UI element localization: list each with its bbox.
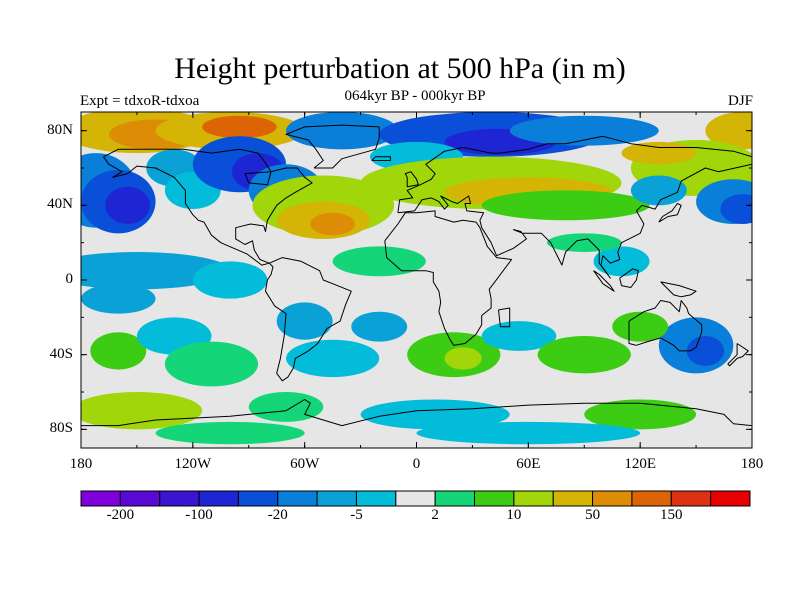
colorbar-box [198,490,239,507]
anomaly-region [705,112,752,150]
colorbar-box [474,490,515,507]
coastline [619,268,639,288]
coastline [628,300,703,352]
lon-label: 60W [290,456,320,472]
coastline [727,343,749,367]
anomaly-region [537,336,631,374]
anomaly-region [630,175,687,206]
anomaly-region [310,212,355,236]
coastline [265,257,352,382]
anomaly-region [546,233,622,253]
colorbar-label: 50 [585,507,601,523]
anomaly-region [164,341,259,387]
anomaly-region [481,190,650,221]
anomaly-region [360,399,510,430]
anomaly-region [202,115,277,139]
anomaly-region [192,261,268,299]
colorbar-box [355,490,397,507]
anomaly-region [593,246,650,277]
anomaly-region [584,399,697,430]
colorbar-label: -5 [350,507,363,523]
anomaly-region [105,186,150,224]
map-ticks [80,112,753,448]
anomaly-region [286,112,398,150]
lat-label: 40N [47,196,73,213]
colorbar-box [316,490,357,507]
coastline [404,171,419,188]
colorbar-box [80,490,121,507]
anomaly-region [81,392,203,430]
coastline [593,270,615,292]
coastline [384,210,513,346]
colorbar-label: -100 [185,507,213,523]
anomaly-field [81,112,752,448]
season-label: DJF [727,93,753,109]
colorbar-box [670,490,712,507]
plot-title: Height perturbation at 500 hPa (in m) [174,52,626,85]
anomaly-region [481,321,557,351]
colorbar-box [631,490,672,507]
colorbar-box [277,490,318,507]
anomaly-region [612,311,669,342]
colorbar-box [119,490,161,507]
experiment-label: Expt = tdxoR-tdxoa [80,93,200,109]
coastline [371,156,391,161]
colorbar-box [513,490,554,507]
anomaly-region [444,347,482,370]
lat-label: 40S [49,345,73,362]
lat-label: 80S [49,420,73,437]
coastline [660,281,697,298]
colorbar-box [592,490,633,507]
colorbar-box [434,490,476,507]
colorbar-box [710,490,751,507]
anomaly-region [332,246,426,277]
plot-subtitle: 064kyr BP - 000kyr BP [344,88,486,104]
anomaly-region [509,115,659,146]
colorbar-label: 2 [431,507,439,523]
colorbar-box [237,490,279,507]
coastline [397,135,752,279]
anomaly-region [248,392,324,422]
colorbar-label: 10 [506,507,522,523]
anomaly-region [155,421,305,445]
coastline [658,203,682,223]
lon-label: 180 [740,456,764,472]
anomaly-region [276,302,333,340]
colorbar-label: -200 [106,507,135,523]
coastline [81,399,752,427]
colorbar-box [395,490,436,507]
anomaly-region [81,283,156,314]
lat-label: 0 [65,271,74,287]
colorbar-label: -20 [267,507,288,523]
coastline [102,148,313,266]
lon-label: 120W [174,456,212,472]
anomaly-region [81,252,231,290]
anomaly-region [686,336,725,366]
anomaly-region [720,194,752,224]
colorbar-label: 150 [660,507,683,523]
lon-label: 0 [412,456,421,472]
lat-label: 80N [47,121,73,138]
anomaly-region [286,339,380,378]
lon-label: 60E [516,456,541,472]
anomaly-region [351,311,408,342]
lon-label: 180 [69,456,93,472]
coastline [285,124,380,169]
anomaly-region [621,141,697,165]
colorbar-box [552,490,594,507]
anomaly-region [90,332,147,370]
anomaly-region [416,421,641,445]
colorbar-box [159,490,200,507]
lon-label: 120E [624,456,656,472]
colorbar [80,490,751,507]
coastline [498,307,511,328]
coastlines [81,124,752,427]
